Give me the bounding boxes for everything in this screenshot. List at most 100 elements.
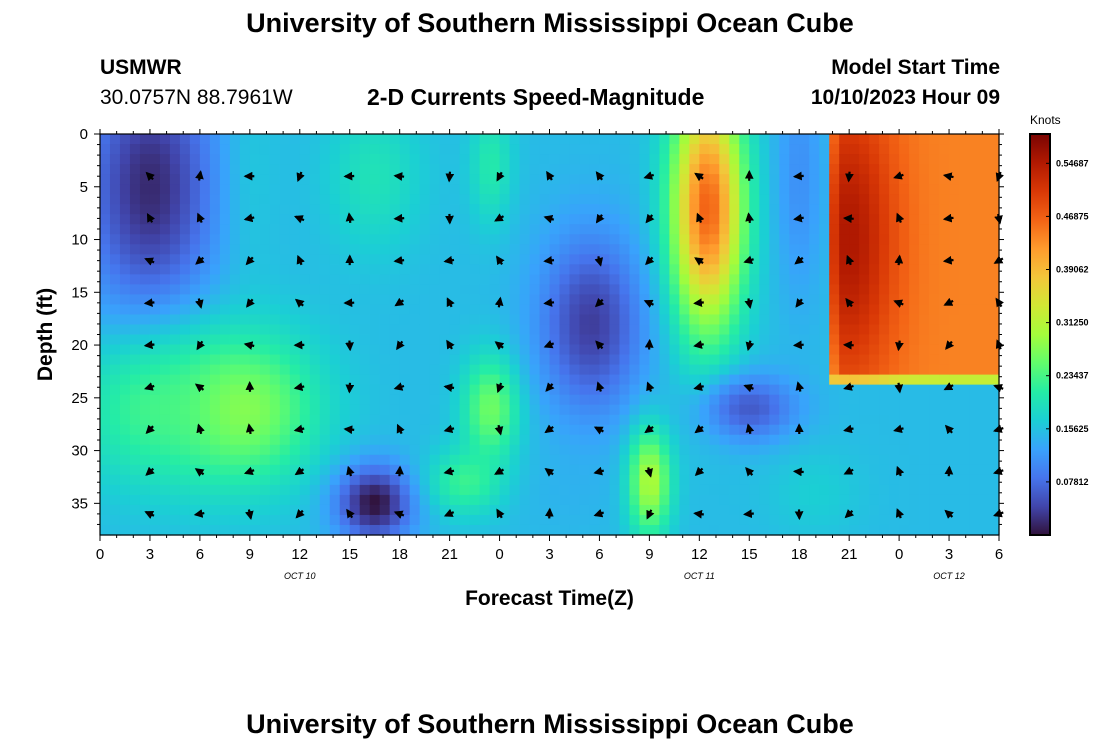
y-axis-label: Depth (ft)	[34, 288, 57, 381]
heatmap-cell	[859, 465, 870, 476]
heatmap-cell	[689, 515, 700, 526]
heatmap-cell	[330, 234, 341, 245]
heatmap-cell	[619, 475, 630, 486]
heatmap-cell	[120, 405, 131, 416]
heatmap-cell	[420, 435, 431, 446]
current-vector	[899, 256, 900, 265]
heatmap-cell	[759, 204, 770, 215]
heatmap-cell	[150, 254, 161, 265]
heatmap-cell	[889, 415, 900, 426]
heatmap-cell	[849, 415, 860, 426]
heatmap-cell	[190, 525, 201, 536]
heatmap-cell	[130, 184, 141, 195]
heatmap-cell	[699, 445, 710, 456]
heatmap-cell	[599, 495, 610, 506]
heatmap-cell	[430, 505, 441, 516]
heatmap-cell	[440, 224, 451, 235]
heatmap-cell	[919, 244, 930, 255]
heatmap-cell	[450, 515, 461, 526]
heatmap-cell	[689, 435, 700, 446]
heatmap-cell	[140, 154, 151, 165]
heatmap-cell	[829, 194, 840, 205]
heatmap-cell	[649, 204, 660, 215]
heatmap-cell	[619, 465, 630, 476]
heatmap-cell	[450, 204, 461, 215]
heatmap-cell	[889, 355, 900, 366]
heatmap-cell	[310, 445, 321, 456]
heatmap-cell	[789, 324, 800, 335]
heatmap-cell	[160, 214, 171, 225]
heatmap-cell	[190, 254, 201, 265]
heatmap-cell	[420, 174, 431, 185]
heatmap-cell	[729, 355, 740, 366]
heatmap-cell	[749, 264, 760, 275]
heatmap-cell	[639, 415, 650, 426]
heatmap-cell	[190, 264, 201, 275]
heatmap-cell	[989, 274, 1000, 285]
heatmap-cell	[120, 395, 131, 406]
heatmap-cell	[440, 234, 451, 245]
heatmap-cell	[929, 455, 940, 466]
heatmap-cell	[859, 324, 870, 335]
heatmap-cell	[779, 495, 790, 506]
heatmap-cell	[210, 134, 221, 145]
heatmap-cell	[679, 204, 690, 215]
heatmap-cell	[609, 154, 620, 165]
heatmap-cell	[939, 204, 950, 215]
heatmap-cell	[260, 375, 271, 386]
x-tick-label: 9	[645, 546, 653, 563]
heatmap-cell	[689, 194, 700, 205]
heatmap-cell	[909, 475, 920, 486]
heatmap-cell	[659, 355, 670, 366]
heatmap-cell	[350, 164, 361, 175]
heatmap-cell	[130, 485, 141, 496]
heatmap-cell	[729, 184, 740, 195]
heatmap-cell	[240, 415, 251, 426]
heatmap-cell	[609, 274, 620, 285]
heatmap-cell	[130, 224, 141, 235]
heatmap-cell	[679, 345, 690, 356]
heatmap-cell	[270, 435, 281, 446]
heatmap-cell	[639, 314, 650, 325]
heatmap-cell	[969, 485, 980, 496]
heatmap-cell	[410, 375, 421, 386]
heatmap-cell	[250, 264, 261, 275]
heatmap-cell	[480, 395, 491, 406]
heatmap-cell	[619, 134, 630, 145]
heatmap-cell	[180, 385, 191, 396]
heatmap-cell	[639, 485, 650, 496]
heatmap-cell	[739, 144, 750, 155]
heatmap-cell	[989, 415, 1000, 426]
heatmap-cell	[550, 505, 561, 516]
heatmap-cell	[530, 355, 541, 366]
heatmap-cell	[959, 395, 970, 406]
heatmap-cell	[200, 445, 211, 456]
heatmap-cell	[569, 164, 580, 175]
heatmap-cell	[979, 405, 990, 416]
heatmap-cell	[749, 345, 760, 356]
heatmap-cell	[510, 314, 521, 325]
heatmap-cell	[360, 525, 371, 536]
heatmap-cell	[679, 264, 690, 275]
heatmap-cell	[510, 144, 521, 155]
heatmap-cell	[510, 455, 521, 466]
heatmap-cell	[979, 345, 990, 356]
heatmap-cell	[669, 204, 680, 215]
heatmap-cell	[939, 455, 950, 466]
heatmap-cell	[929, 294, 940, 305]
heatmap-cell	[659, 505, 670, 516]
heatmap-cell	[110, 405, 121, 416]
heatmap-cell	[510, 184, 521, 195]
heatmap-cell	[679, 445, 690, 456]
current-vector	[949, 467, 950, 476]
heatmap-cell	[559, 365, 570, 376]
heatmap-cell	[789, 224, 800, 235]
heatmap-cell	[679, 274, 690, 285]
heatmap-cell	[380, 365, 391, 376]
heatmap-cell	[280, 164, 291, 175]
heatmap-cell	[360, 355, 371, 366]
heatmap-cell	[280, 425, 291, 436]
heatmap-cell	[589, 204, 600, 215]
heatmap-cell	[100, 455, 111, 466]
heatmap-cell	[430, 375, 441, 386]
